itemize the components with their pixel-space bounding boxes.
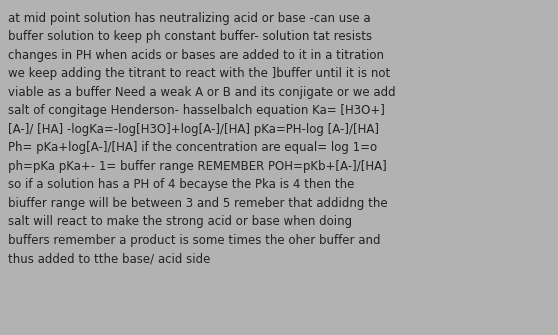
- Text: at mid point solution has neutralizing acid or base -can use a
buffer solution t: at mid point solution has neutralizing a…: [8, 12, 396, 265]
